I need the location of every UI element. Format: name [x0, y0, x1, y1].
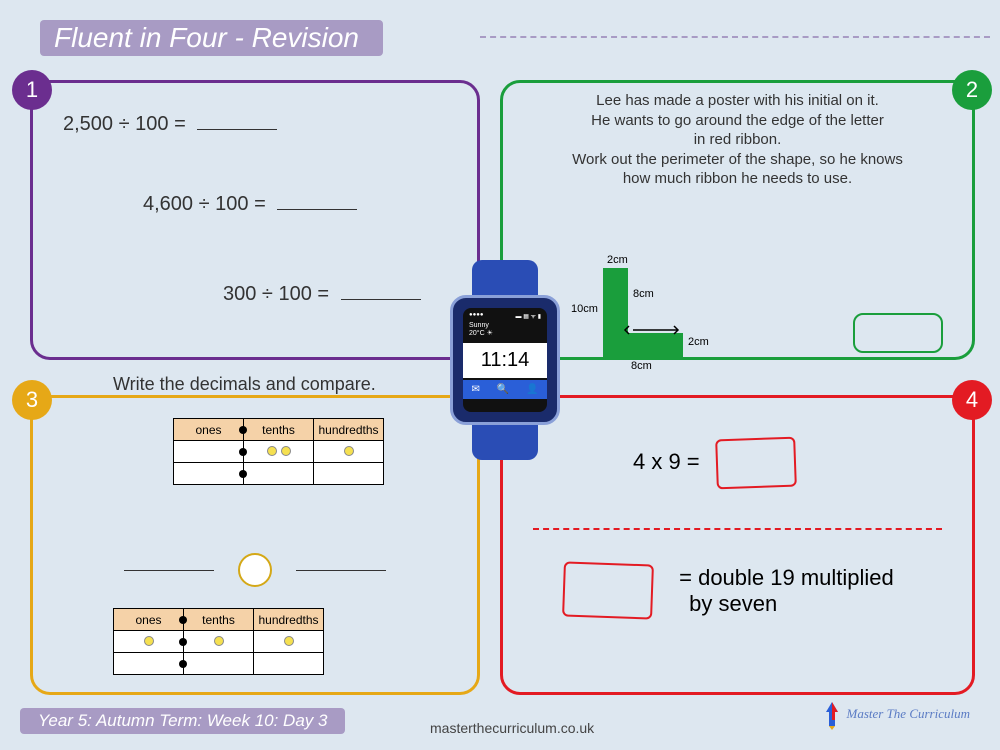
badge-2: 2 — [952, 70, 992, 110]
search-icon: 🔍 — [497, 384, 509, 395]
panel-4: 4 x 9 = = double 19 multiplied by seven — [500, 395, 975, 695]
watch-time: 11:14 — [463, 343, 547, 378]
th-hundredths: hundredths — [314, 419, 384, 441]
q4-eq1-text: 4 x 9 = — [633, 449, 700, 474]
mail-icon: ✉ — [471, 384, 479, 395]
l-shape-diagram: 2cm 8cm 10cm 2cm 8cm — [573, 268, 753, 393]
q2-line3b: how much ribbon he needs to use. — [523, 169, 952, 189]
q1-eq3-text: 300 ÷ 100 = — [223, 283, 335, 305]
th2-tenths: tenths — [184, 609, 254, 631]
pv-table-1: ones tenths hundredths — [173, 418, 384, 485]
q4-answer-box-1[interactable] — [715, 437, 797, 490]
smartwatch: ●●●● ▬ ▦ ᯤ ▮ Sunny 20°C ☀ 11:14 ✉ 🔍 👤 — [440, 260, 570, 460]
t2-r2-ones — [114, 653, 184, 675]
q1-eq2-text: 4,600 ÷ 100 = — [143, 193, 271, 215]
t1-hundredths — [314, 441, 384, 463]
q1-equation-3: 300 ÷ 100 = — [223, 283, 421, 306]
t1-ones — [174, 441, 244, 463]
header-dashed-line — [480, 36, 990, 38]
status-signal-icon: ▬ ▦ ᯤ ▮ — [516, 312, 541, 320]
weather-temp: 20°C ☀ — [469, 329, 541, 337]
t1-r2-hundredths — [314, 463, 384, 485]
status-dots-icon: ●●●● — [469, 312, 484, 320]
brand-logo: Master The Curriculum — [821, 700, 970, 730]
t1-r2-tenths — [244, 463, 314, 485]
watch-body: ●●●● ▬ ▦ ᯤ ▮ Sunny 20°C ☀ 11:14 ✉ 🔍 👤 — [450, 295, 560, 425]
q2-instructions: Lee has made a poster with his initial o… — [503, 83, 972, 189]
q2-line2b: in red ribbon. — [523, 130, 952, 150]
dim-top: 2cm — [607, 254, 628, 266]
user-icon: 👤 — [526, 384, 538, 395]
q4-eq2-text-b: by seven — [679, 591, 894, 617]
brand-name: Master The Curriculum — [847, 706, 971, 721]
q4-equation-1: 4 x 9 = — [633, 438, 796, 488]
page-title: Fluent in Four - Revision — [40, 20, 383, 56]
q4-equation-2: = double 19 multiplied by seven — [563, 563, 894, 618]
q1-equation-1: 2,500 ÷ 100 = — [63, 113, 277, 136]
dim-inner-left: 8cm — [633, 288, 654, 300]
watch-screen: ●●●● ▬ ▦ ᯤ ▮ Sunny 20°C ☀ 11:14 ✉ 🔍 👤 — [463, 308, 547, 412]
t2-r2-tenths — [184, 653, 254, 675]
q4-divider — [533, 528, 942, 530]
t2-tenths — [184, 631, 254, 653]
dim-right: 2cm — [688, 336, 709, 348]
q2-line3: Work out the perimeter of the shape, so … — [523, 150, 952, 170]
t2-hundredths — [254, 631, 324, 653]
t2-r2-hundredths — [254, 653, 324, 675]
watch-nav-bar: ✉ 🔍 👤 — [463, 380, 547, 399]
panel-1: 2,500 ÷ 100 = 4,600 ÷ 100 = 300 ÷ 100 = — [30, 80, 480, 360]
th-ones: ones — [174, 419, 244, 441]
q2-line1: Lee has made a poster with his initial o… — [523, 91, 952, 111]
pv-table-2: ones tenths hundredths — [113, 608, 324, 675]
th2-hundredths: hundredths — [254, 609, 324, 631]
watch-weather: Sunny 20°C ☀ — [463, 322, 547, 341]
dim-bottom: 8cm — [631, 360, 652, 372]
q1-blank-2[interactable] — [277, 209, 357, 210]
weather-label: Sunny — [469, 322, 541, 329]
th-tenths: tenths — [244, 419, 314, 441]
badge-3: 3 — [12, 380, 52, 420]
footer-url: masterthecurriculum.co.uk — [430, 720, 594, 736]
footer-term: Year 5: Autumn Term: Week 10: Day 3 — [20, 708, 345, 734]
q3-title: Write the decimals and compare. — [113, 374, 376, 395]
th2-ones: ones — [114, 609, 184, 631]
compare-row — [33, 553, 477, 587]
badge-1: 1 — [12, 70, 52, 110]
t1-tenths — [244, 441, 314, 463]
t2-ones — [114, 631, 184, 653]
q1-equation-2: 4,600 ÷ 100 = — [143, 193, 357, 216]
q1-blank-3[interactable] — [341, 299, 421, 300]
panel-3: Write the decimals and compare. ones ten… — [30, 395, 480, 695]
q4-eq2-text-a: = double 19 multiplied — [679, 565, 894, 591]
compare-blank-right[interactable] — [296, 570, 386, 571]
q2-line2: He wants to go around the edge of the le… — [523, 111, 952, 131]
compare-blank-left[interactable] — [124, 570, 214, 571]
compare-circle[interactable] — [238, 553, 272, 587]
q2-answer-box[interactable] — [853, 313, 943, 353]
dim-outer-left: 10cm — [571, 303, 598, 315]
panel-2: Lee has made a poster with his initial o… — [500, 80, 975, 360]
badge-4: 4 — [952, 380, 992, 420]
q1-blank-1[interactable] — [197, 129, 277, 130]
t1-r2-ones — [174, 463, 244, 485]
q1-eq1-text: 2,500 ÷ 100 = — [63, 113, 191, 135]
watch-status-bar: ●●●● ▬ ▦ ᯤ ▮ — [463, 308, 547, 322]
q4-answer-box-2[interactable] — [562, 561, 654, 619]
